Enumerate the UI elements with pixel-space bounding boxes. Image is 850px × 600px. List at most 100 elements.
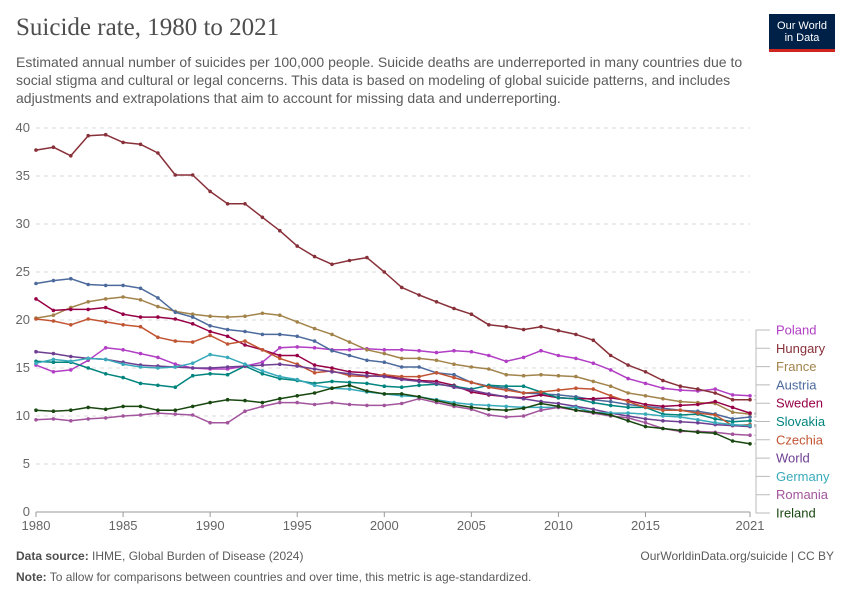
- point-ireland-2003: [434, 398, 439, 403]
- point-czechia-1989: [190, 340, 195, 344]
- point-poland-2008: [521, 355, 526, 360]
- point-france-2006: [487, 367, 491, 371]
- point-czechia-2004: [452, 375, 456, 380]
- point-world-1980: [34, 349, 38, 354]
- point-germany-1985: [121, 362, 125, 367]
- point-sweden-1992: [243, 343, 247, 347]
- point-germany-2009: [539, 405, 543, 410]
- point-hungary-2014: [626, 363, 630, 367]
- point-germany-2016: [661, 414, 665, 418]
- point-austria-2002: [417, 365, 421, 369]
- point-slovakia-1984: [103, 372, 108, 376]
- point-hungary-2017: [678, 384, 683, 389]
- point-poland-2015: [643, 381, 648, 386]
- point-romania-2020: [730, 432, 735, 437]
- point-czechia-1986: [138, 324, 143, 329]
- point-france-1995: [295, 320, 300, 324]
- point-ireland-2008: [521, 406, 526, 411]
- legend-label-austria: Austria: [776, 377, 817, 392]
- point-romania-2014: [626, 416, 630, 420]
- point-czechia-2003: [434, 371, 439, 375]
- point-ireland-2004: [452, 402, 456, 407]
- point-poland-2003: [434, 350, 439, 355]
- point-romania-1984: [103, 416, 108, 420]
- point-czechia-1985: [121, 323, 125, 327]
- point-ireland-1999: [365, 389, 369, 393]
- point-france-1993: [260, 311, 265, 316]
- point-poland-2005: [469, 349, 474, 354]
- data-source-label: Data source:: [16, 549, 89, 563]
- note-label: Note:: [16, 570, 47, 584]
- point-ireland-2010: [556, 404, 561, 409]
- point-hungary-2013: [608, 353, 613, 358]
- owid-logo[interactable]: Our World in Data: [769, 14, 835, 52]
- point-romania-2021: [748, 433, 752, 438]
- point-ireland-1995: [295, 394, 300, 398]
- point-ireland-2014: [626, 419, 630, 423]
- point-france-2013: [608, 384, 613, 389]
- point-france-1985: [121, 295, 125, 299]
- legend-label-poland: Poland: [776, 323, 816, 338]
- point-sweden-1995: [295, 353, 300, 358]
- point-slovakia-1990: [208, 372, 212, 376]
- point-poland-2010: [556, 353, 561, 358]
- point-hungary-1988: [173, 173, 178, 177]
- point-hungary-2000: [382, 270, 387, 274]
- point-ireland-1989: [190, 404, 195, 409]
- point-slovakia-2000: [382, 384, 387, 389]
- point-ireland-1994: [278, 396, 282, 401]
- point-slovakia-1997: [330, 379, 334, 384]
- point-austria-1980: [34, 281, 38, 286]
- chart-subtitle: Estimated annual number of suicides per …: [16, 54, 743, 106]
- point-germany-1988: [173, 365, 178, 369]
- point-france-2015: [643, 394, 648, 398]
- point-czechia-2011: [574, 386, 578, 391]
- point-france-1992: [243, 314, 247, 319]
- point-germany-1995: [295, 377, 300, 382]
- point-germany-2006: [487, 403, 491, 408]
- point-slovakia-1986: [138, 381, 143, 386]
- point-hungary-2002: [417, 293, 421, 297]
- point-czechia-2005: [469, 380, 474, 385]
- series-line-poland: [35, 346, 751, 397]
- point-poland-2013: [608, 368, 613, 372]
- point-poland-2002: [417, 348, 421, 353]
- point-czechia-1988: [173, 339, 178, 343]
- point-ireland-1991: [225, 397, 230, 402]
- legend-label-romania: Romania: [776, 487, 829, 502]
- logo-line-1: Our World: [777, 19, 827, 32]
- point-france-2017: [678, 399, 683, 404]
- point-czechia-1990: [208, 333, 212, 338]
- point-germany-1992: [243, 362, 247, 367]
- point-slovakia-2001: [399, 385, 404, 390]
- point-france-2002: [417, 356, 421, 361]
- point-ireland-2005: [469, 405, 474, 410]
- point-world-2006: [487, 392, 491, 396]
- point-germany-1991: [225, 355, 230, 360]
- point-france-2004: [452, 362, 456, 367]
- point-sweden-1989: [190, 322, 195, 326]
- point-austria-2001: [399, 365, 404, 369]
- legend-label-france: France: [776, 359, 816, 374]
- point-ireland-1998: [347, 383, 352, 388]
- point-romania-1987: [156, 411, 160, 415]
- point-ireland-1986: [138, 404, 143, 409]
- point-slovakia-1985: [121, 375, 125, 380]
- series-line-sweden: [35, 298, 751, 414]
- point-austria-2010: [556, 393, 561, 397]
- series-line-france: [35, 296, 751, 415]
- point-world-1995: [295, 364, 300, 368]
- point-romania-2001: [399, 401, 404, 406]
- point-sweden-1983: [86, 307, 90, 312]
- point-slovakia-1983: [86, 366, 90, 370]
- point-poland-1985: [121, 348, 125, 352]
- point-romania-1985: [121, 414, 125, 418]
- point-hungary-1985: [121, 140, 125, 145]
- citation-link[interactable]: OurWorldinData.org/suicide | CC BY: [640, 549, 834, 563]
- point-world-1989: [190, 366, 195, 370]
- point-world-1999: [365, 373, 369, 378]
- point-romania-1990: [208, 420, 212, 425]
- point-ireland-2018: [696, 430, 700, 435]
- point-world-2012: [591, 407, 596, 412]
- point-czechia-1991: [225, 342, 230, 346]
